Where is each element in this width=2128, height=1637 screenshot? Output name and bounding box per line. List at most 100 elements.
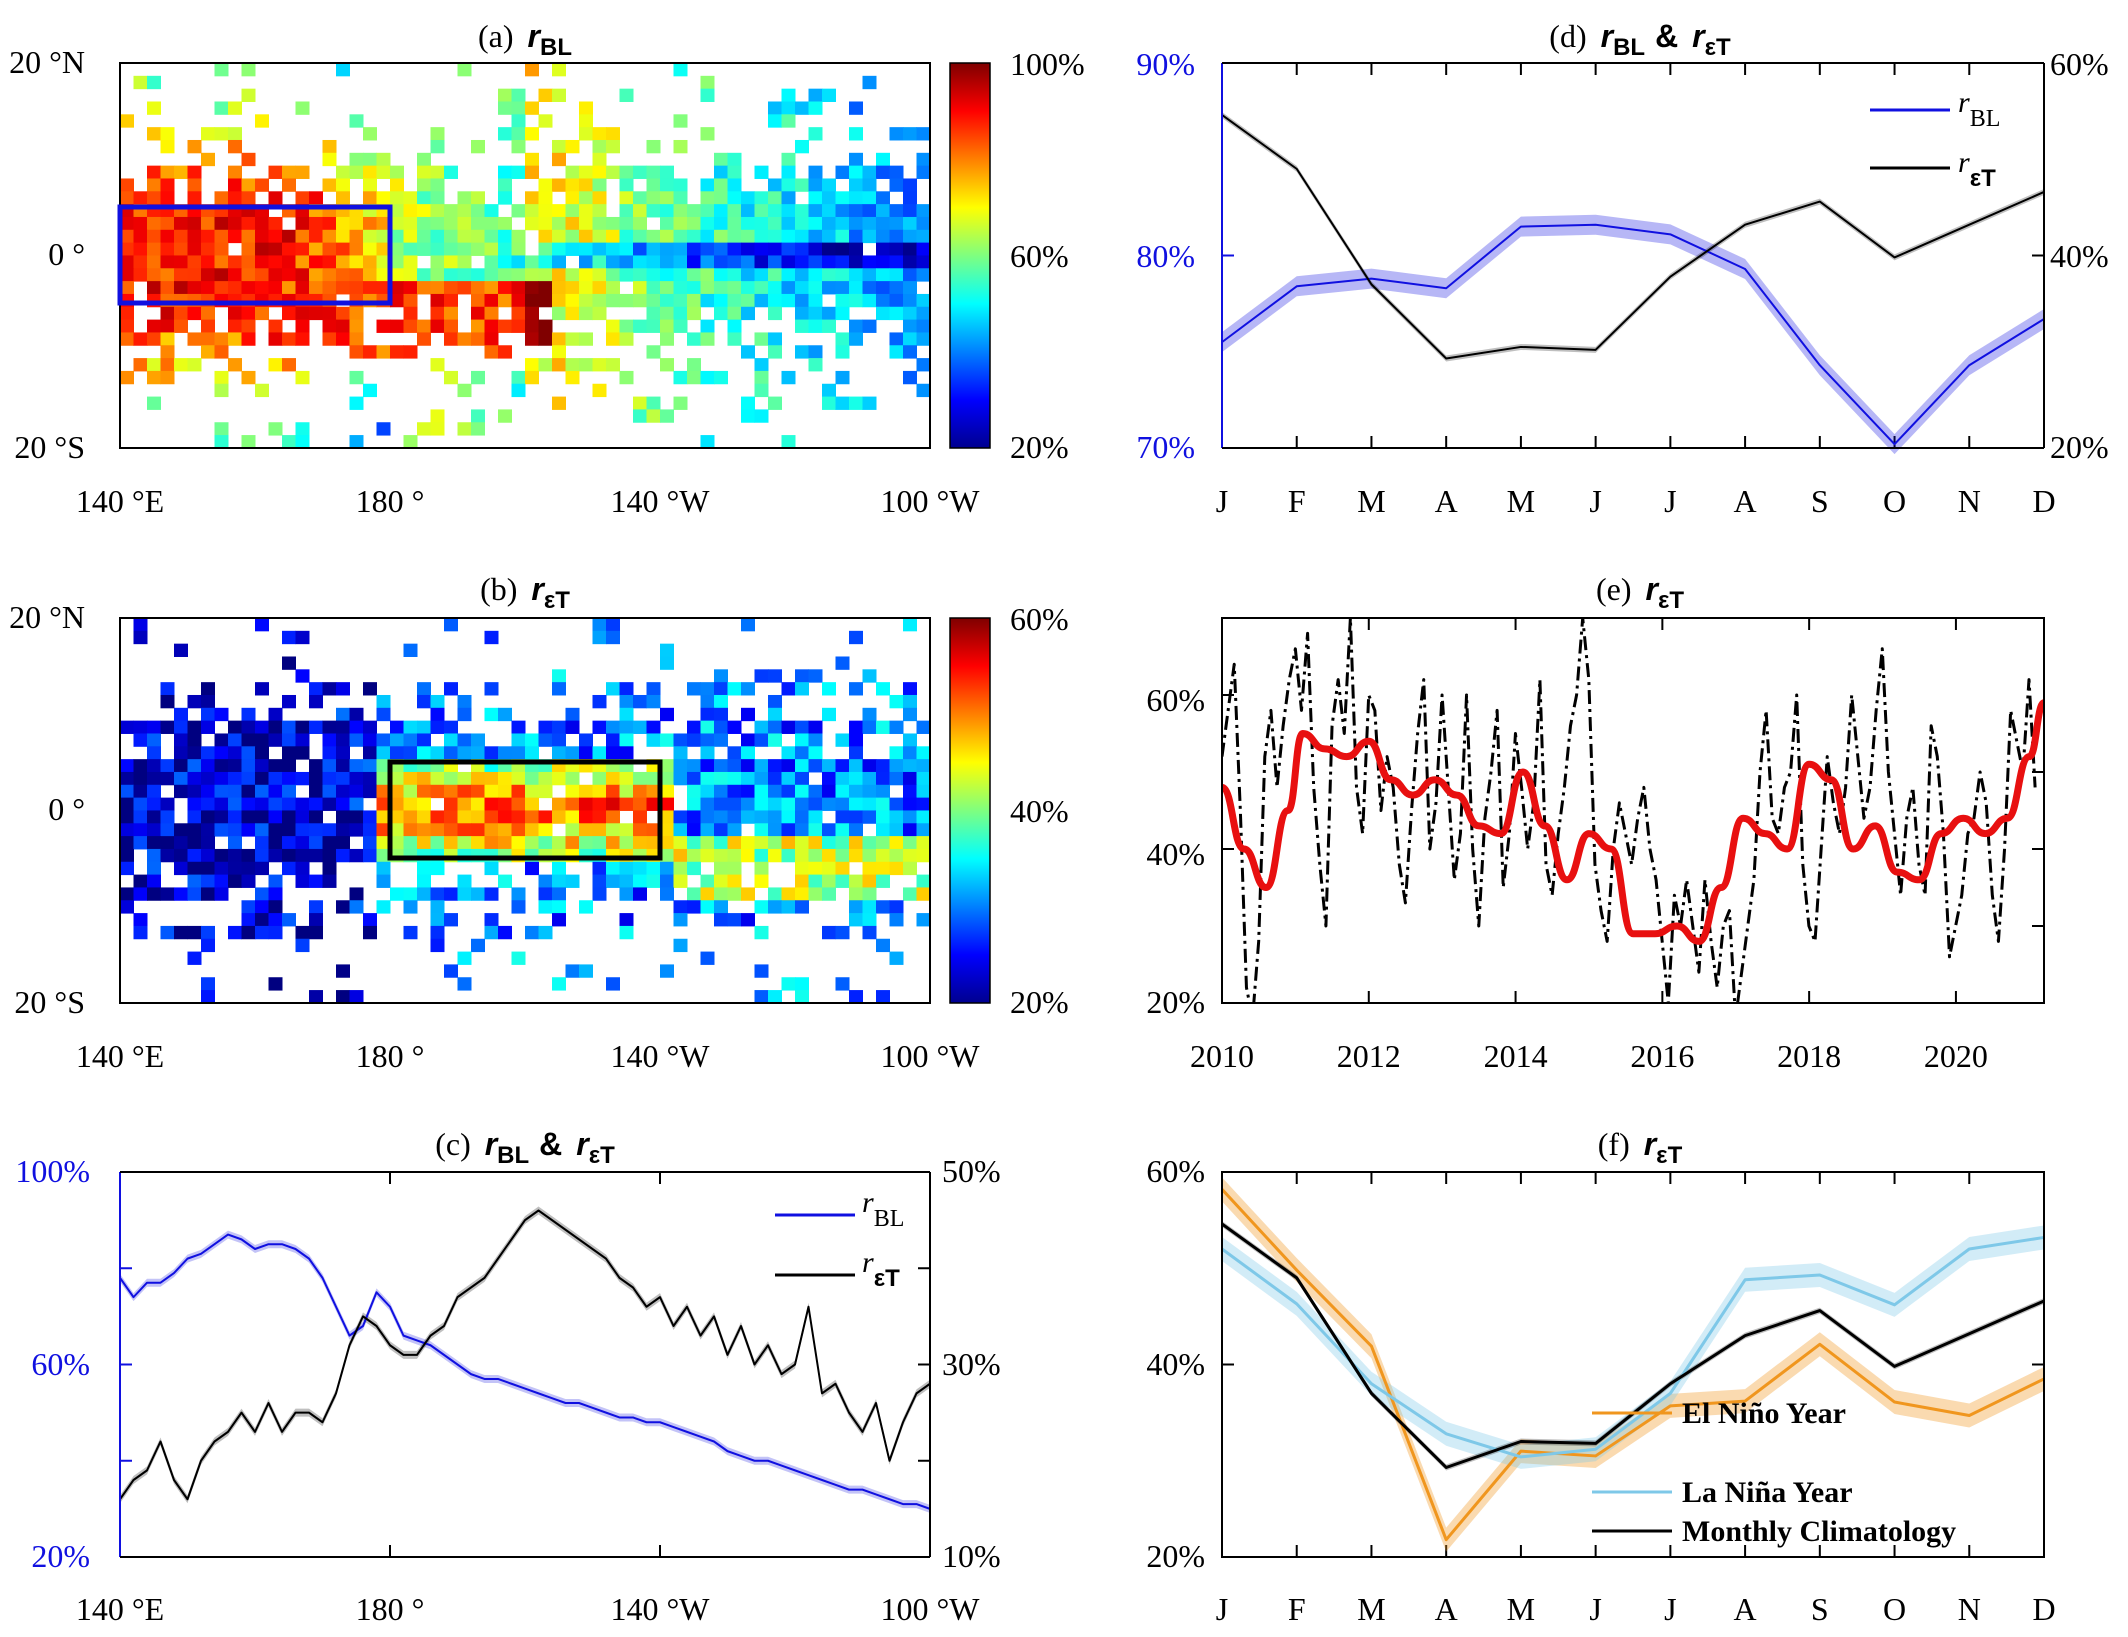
heatmap-cell — [376, 810, 391, 824]
heatmap-cell — [120, 771, 134, 786]
heatmap-cell — [282, 823, 296, 837]
heatmap-cell — [700, 900, 715, 914]
heatmap-cell — [781, 900, 796, 914]
heatmap-cell — [484, 229, 499, 244]
heatmap-cell — [768, 823, 782, 837]
heatmap-cell — [430, 306, 445, 321]
heatmap-cell — [781, 887, 796, 901]
heatmap-cell — [768, 848, 782, 863]
heatmap-cell — [417, 319, 431, 333]
heatmap-cell — [201, 707, 215, 722]
heatmap-cell — [849, 720, 863, 734]
heatmap-cell — [754, 925, 769, 940]
heatmap-cell — [660, 797, 674, 811]
heatmap-cell — [822, 797, 836, 811]
heatmap-cell — [376, 707, 391, 722]
heatmap-cell — [565, 268, 580, 282]
heatmap-cell — [835, 925, 850, 940]
heatmap-cell — [619, 332, 634, 346]
heatmap-cell — [903, 178, 917, 192]
heatmap-cell — [336, 836, 350, 850]
heatmap-cell — [403, 204, 418, 218]
heatmap-cell — [160, 165, 175, 179]
heatmap-cell — [700, 784, 715, 799]
heatmap-cell — [741, 242, 755, 256]
heatmap-cell — [876, 823, 890, 837]
heatmap-cell — [781, 216, 796, 231]
heatmap-cell — [700, 836, 715, 850]
heatmap-cell — [471, 797, 485, 811]
heatmap-cell — [295, 938, 310, 953]
heatmap-cell — [457, 229, 472, 244]
heatmap-cell — [646, 191, 661, 205]
heatmap-cell — [552, 720, 566, 734]
heatmap-cell — [862, 707, 877, 722]
heatmap-cell — [525, 771, 539, 786]
heatmap-cell — [160, 836, 175, 850]
heatmap-cell — [835, 216, 850, 231]
heatmap-cell — [592, 127, 607, 141]
heatmap-cell — [457, 204, 472, 218]
heatmap-cell — [565, 810, 580, 824]
heatmap-cell — [754, 823, 769, 837]
heatmap-cell — [511, 293, 526, 308]
heatmap-cell — [673, 114, 688, 128]
heatmap-cell — [822, 204, 836, 218]
heatmap-cell — [471, 229, 485, 244]
heatmap-cell — [606, 720, 620, 734]
heatmap-cell — [457, 216, 472, 231]
heatmap-cell — [241, 88, 256, 102]
heatmap-cell — [646, 694, 661, 709]
heatmap-cell — [565, 139, 580, 154]
heatmap-cell — [174, 319, 188, 333]
panel-e-clipped — [1222, 618, 2044, 1003]
heatmap-cell — [714, 720, 728, 734]
heatmap-cell — [484, 255, 499, 269]
heatmap-cell — [147, 165, 161, 179]
heatmap-cell — [295, 848, 310, 863]
heatmap-cell — [727, 874, 742, 888]
heatmap-cell — [147, 101, 161, 115]
heatmap-cell — [336, 332, 350, 346]
heatmap-cell — [525, 370, 539, 385]
heatmap-cell — [660, 874, 674, 888]
heatmap-cell — [862, 887, 877, 901]
heatmap-cell — [511, 204, 526, 218]
heatmap-cell — [295, 306, 310, 321]
heatmap-cell — [660, 810, 674, 824]
heatmap-cell — [646, 255, 661, 269]
heatmap-cell — [768, 281, 782, 295]
heatmap-cell — [565, 191, 580, 205]
heatmap-cell — [795, 101, 809, 115]
heatmap-cell — [133, 913, 148, 927]
heatmap-cell — [457, 874, 472, 888]
heatmap-cell — [471, 823, 485, 837]
heatmap-cell — [349, 810, 364, 824]
heatmap-cell — [120, 861, 134, 876]
heatmap-cell — [228, 733, 242, 747]
heatmap-cell — [565, 964, 580, 978]
panel-c-sub2: εT — [589, 1142, 615, 1169]
heatmap-cell — [619, 682, 634, 696]
heatmap-cell — [444, 720, 458, 734]
heatmap-cell — [673, 191, 688, 205]
heatmap-cell — [511, 797, 526, 811]
heatmap-cell — [781, 720, 796, 734]
heatmap-cell — [552, 88, 566, 102]
heatmap-cell — [295, 370, 310, 385]
heatmap-cell — [862, 75, 877, 90]
heatmap-cell — [282, 268, 296, 282]
heatmap-cell — [808, 88, 823, 102]
heatmap-cell — [619, 694, 634, 709]
heatmap-cell — [309, 759, 323, 773]
heatmap-cell — [795, 242, 809, 256]
heatmap-cell — [403, 746, 418, 760]
heatmap-cell — [849, 101, 863, 115]
heatmap-cell — [430, 293, 445, 308]
heatmap-cell — [714, 669, 728, 683]
heatmap-cell — [525, 784, 539, 799]
heatmap-cell — [592, 618, 607, 632]
panel-d-band-ret — [1222, 111, 2044, 362]
heatmap-cell — [336, 682, 350, 696]
heatmap-cell — [916, 797, 931, 811]
